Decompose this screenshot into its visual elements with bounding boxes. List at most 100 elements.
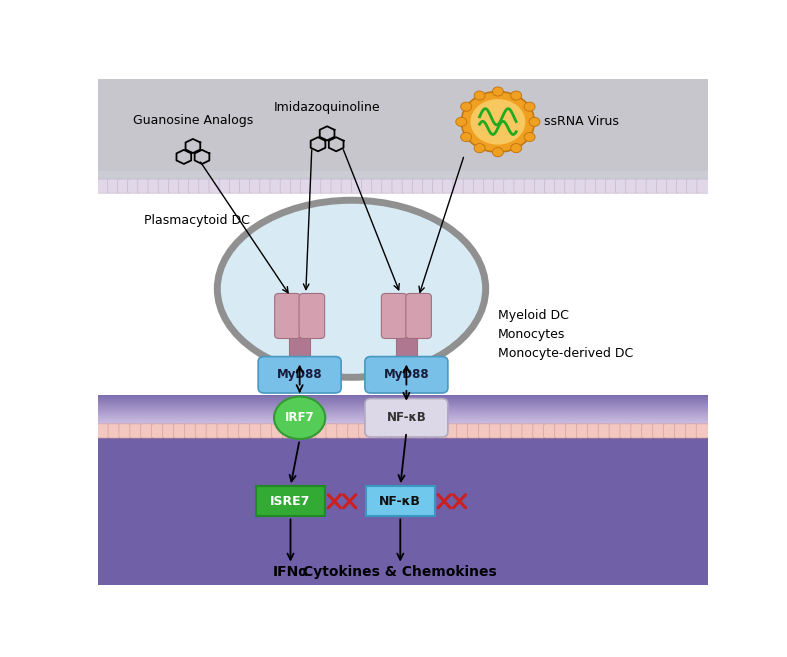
FancyBboxPatch shape [514, 179, 527, 193]
FancyBboxPatch shape [663, 424, 676, 438]
Bar [290, 337, 310, 388]
FancyBboxPatch shape [162, 424, 175, 438]
FancyBboxPatch shape [626, 179, 638, 193]
FancyBboxPatch shape [534, 179, 546, 193]
FancyBboxPatch shape [423, 179, 434, 193]
FancyBboxPatch shape [290, 179, 302, 193]
FancyBboxPatch shape [219, 179, 231, 193]
FancyBboxPatch shape [641, 424, 654, 438]
FancyBboxPatch shape [667, 179, 678, 193]
Text: TLR7: TLR7 [283, 355, 316, 369]
FancyBboxPatch shape [209, 179, 221, 193]
Text: ISRE7: ISRE7 [270, 495, 311, 508]
FancyBboxPatch shape [483, 179, 496, 193]
FancyBboxPatch shape [696, 424, 708, 438]
Bar [396, 337, 417, 388]
FancyBboxPatch shape [533, 424, 545, 438]
Text: NF-κB: NF-κB [386, 411, 427, 424]
FancyBboxPatch shape [544, 424, 556, 438]
FancyBboxPatch shape [674, 424, 686, 438]
Ellipse shape [217, 200, 486, 377]
FancyBboxPatch shape [258, 357, 341, 393]
FancyBboxPatch shape [179, 179, 190, 193]
FancyBboxPatch shape [677, 179, 689, 193]
FancyBboxPatch shape [361, 179, 374, 193]
FancyBboxPatch shape [456, 424, 469, 438]
FancyBboxPatch shape [311, 179, 323, 193]
Circle shape [474, 91, 485, 100]
FancyBboxPatch shape [97, 179, 109, 193]
FancyBboxPatch shape [382, 294, 407, 338]
FancyBboxPatch shape [119, 424, 131, 438]
FancyBboxPatch shape [168, 179, 180, 193]
FancyBboxPatch shape [490, 424, 501, 438]
Bar [98, 425, 708, 585]
FancyBboxPatch shape [524, 179, 536, 193]
FancyBboxPatch shape [148, 179, 161, 193]
FancyBboxPatch shape [239, 179, 252, 193]
FancyBboxPatch shape [656, 179, 668, 193]
FancyBboxPatch shape [283, 424, 294, 438]
Bar [98, 79, 708, 177]
FancyBboxPatch shape [555, 179, 567, 193]
FancyBboxPatch shape [687, 179, 699, 193]
Bar [98, 171, 708, 187]
FancyBboxPatch shape [443, 179, 455, 193]
FancyBboxPatch shape [272, 424, 283, 438]
FancyBboxPatch shape [130, 424, 142, 438]
FancyBboxPatch shape [173, 424, 186, 438]
Bar [98, 177, 708, 425]
Text: MyD88: MyD88 [383, 369, 429, 381]
FancyBboxPatch shape [351, 179, 364, 193]
FancyBboxPatch shape [445, 424, 458, 438]
FancyBboxPatch shape [217, 424, 229, 438]
FancyBboxPatch shape [365, 399, 448, 437]
Circle shape [460, 102, 471, 111]
FancyBboxPatch shape [463, 179, 475, 193]
FancyBboxPatch shape [382, 179, 394, 193]
FancyBboxPatch shape [107, 179, 120, 193]
FancyBboxPatch shape [433, 179, 445, 193]
FancyBboxPatch shape [385, 317, 428, 337]
FancyBboxPatch shape [598, 424, 611, 438]
FancyBboxPatch shape [158, 179, 170, 193]
FancyBboxPatch shape [238, 424, 251, 438]
FancyBboxPatch shape [348, 424, 360, 438]
FancyBboxPatch shape [369, 424, 382, 438]
FancyBboxPatch shape [195, 424, 208, 438]
FancyBboxPatch shape [473, 179, 486, 193]
FancyBboxPatch shape [301, 179, 312, 193]
FancyBboxPatch shape [184, 424, 197, 438]
FancyBboxPatch shape [453, 179, 465, 193]
FancyBboxPatch shape [609, 424, 621, 438]
FancyBboxPatch shape [413, 424, 425, 438]
FancyBboxPatch shape [501, 424, 512, 438]
FancyBboxPatch shape [392, 179, 405, 193]
FancyBboxPatch shape [646, 179, 658, 193]
FancyBboxPatch shape [299, 294, 325, 338]
Circle shape [511, 144, 522, 152]
FancyBboxPatch shape [566, 424, 578, 438]
FancyBboxPatch shape [565, 179, 577, 193]
FancyBboxPatch shape [585, 179, 597, 193]
FancyBboxPatch shape [331, 179, 343, 193]
FancyBboxPatch shape [555, 424, 567, 438]
FancyBboxPatch shape [595, 179, 608, 193]
Circle shape [461, 91, 534, 152]
FancyBboxPatch shape [371, 179, 384, 193]
Text: Plasmacytoid DC: Plasmacytoid DC [144, 214, 250, 227]
FancyBboxPatch shape [275, 294, 301, 338]
FancyBboxPatch shape [152, 424, 164, 438]
FancyBboxPatch shape [280, 179, 292, 193]
Circle shape [471, 99, 526, 145]
FancyBboxPatch shape [270, 179, 283, 193]
Text: TLR8: TLR8 [390, 355, 423, 369]
FancyBboxPatch shape [229, 179, 242, 193]
Text: IFNα: IFNα [272, 565, 309, 579]
FancyBboxPatch shape [391, 424, 404, 438]
FancyBboxPatch shape [402, 424, 414, 438]
Circle shape [524, 102, 535, 111]
FancyBboxPatch shape [467, 424, 479, 438]
FancyBboxPatch shape [337, 424, 349, 438]
FancyBboxPatch shape [587, 424, 600, 438]
